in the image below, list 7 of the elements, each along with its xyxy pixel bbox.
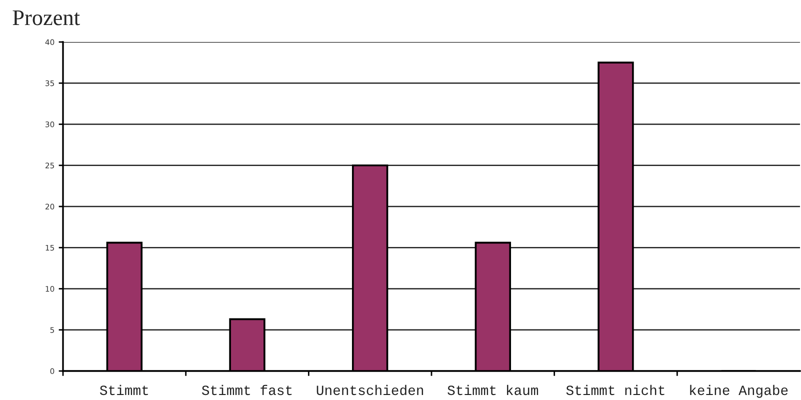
x-tick-label: Unentschieden xyxy=(316,384,424,396)
x-tick-label: Stimmt fast xyxy=(202,384,292,396)
y-axis-title: Prozent xyxy=(12,10,80,26)
x-tick-label: Stimmt nicht xyxy=(566,384,664,396)
x-tick-label: keine Angabe xyxy=(690,384,788,398)
x-tick-label: Stimmt xyxy=(100,384,148,396)
x-tick-label: Stimmt kaum xyxy=(448,384,538,396)
